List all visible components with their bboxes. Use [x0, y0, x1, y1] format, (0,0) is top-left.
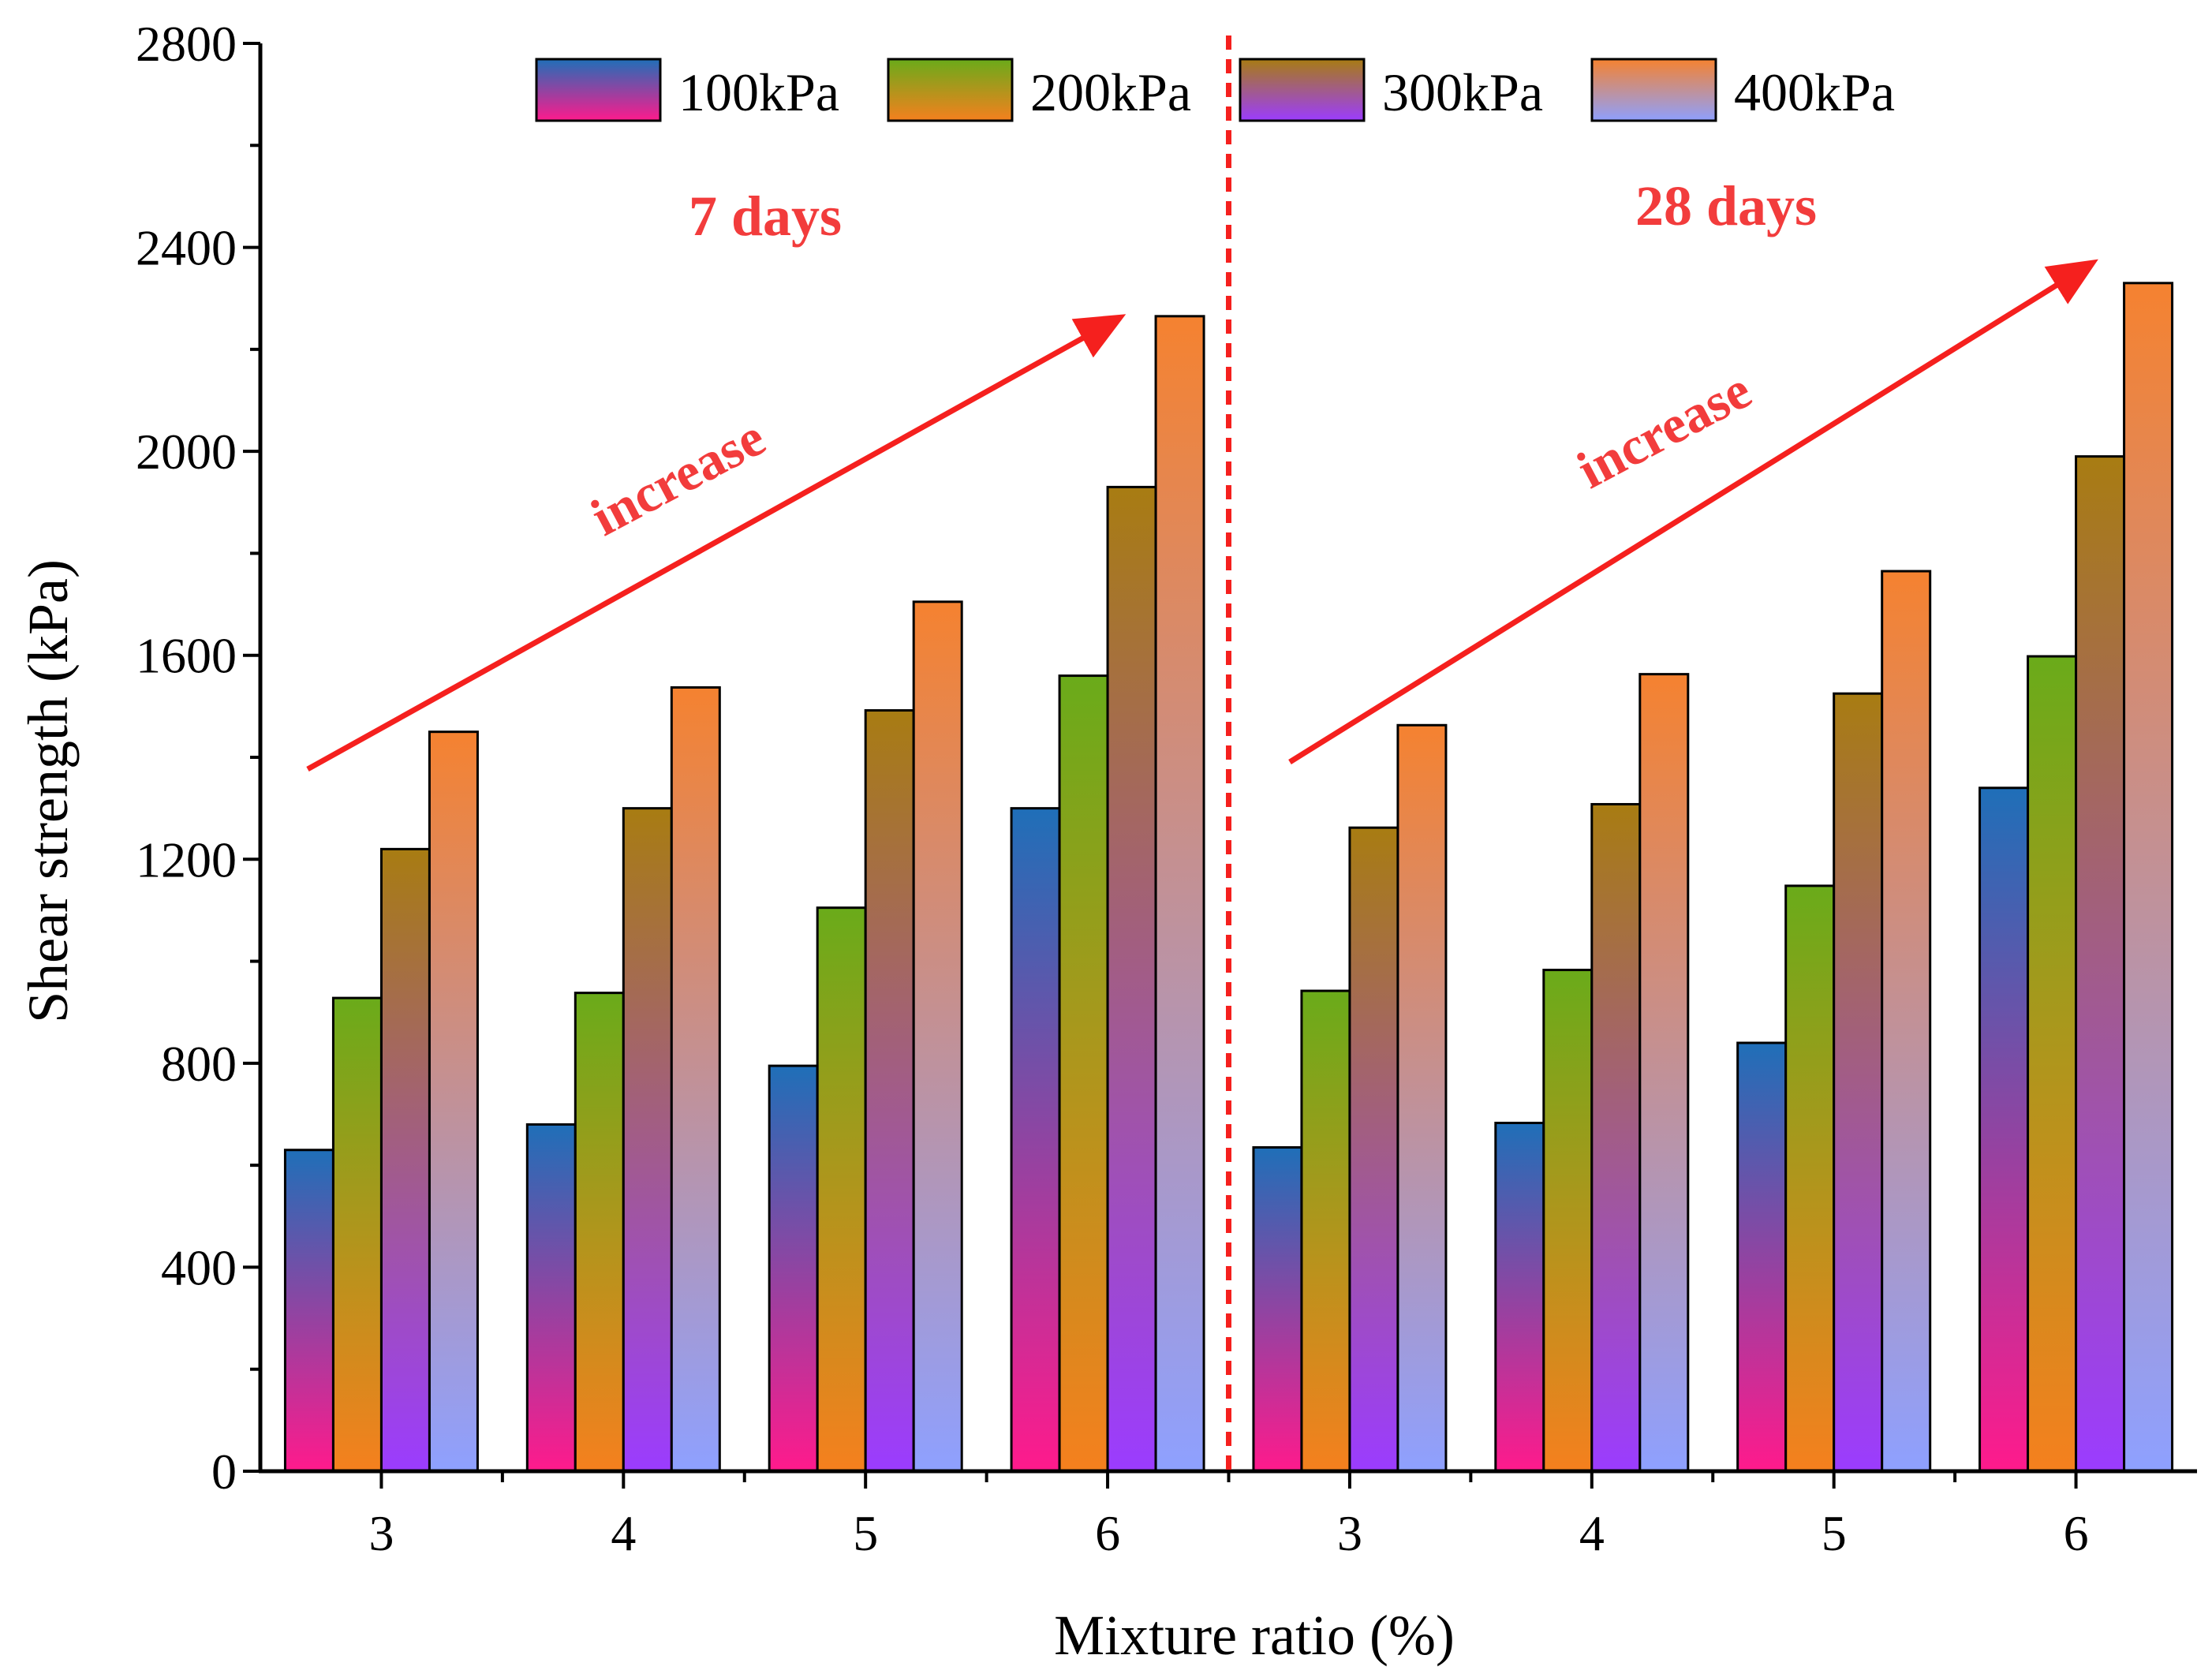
legend-label-200kpa: 200kPa [1030, 62, 1191, 122]
bar-200kpa-cat-2 [816, 906, 867, 1473]
y-tick-label: 1200 [136, 831, 237, 887]
y-tick-label: 0 [211, 1444, 237, 1500]
increase-arrow-7days [306, 314, 1127, 772]
legend-swatch-100kpa [535, 58, 662, 122]
legend-label-400kpa: 400kPa [1734, 62, 1895, 122]
plot-area: 3 4 5 6 3 4 5 6 0 400 800 1200 1600 2000 2400 2800 [136, 16, 2197, 1561]
x-tick-label: 5 [1822, 1505, 1847, 1561]
bar-400kpa-cat-2 [912, 600, 963, 1473]
bar-200kpa-cat-3 [1058, 674, 1109, 1473]
increase-arrow-28days [1288, 259, 2098, 764]
legend-label-300kpa: 300kPa [1382, 62, 1543, 122]
bar-300kpa-cat-1 [622, 807, 673, 1473]
legend-swatch-300kpa [1239, 58, 1366, 122]
x-tick-label: 3 [368, 1505, 394, 1561]
period-label-28days: 28 days [1635, 174, 1817, 237]
x-tick-label: 3 [1337, 1505, 1362, 1561]
bar-400kpa-cat-4 [1396, 723, 1448, 1473]
bar-300kpa-cat-4 [1348, 826, 1399, 1473]
bar-200kpa-cat-6 [1784, 884, 1836, 1473]
increase-label-28days: increase [1567, 360, 1761, 500]
bar-100kpa-cat-0 [283, 1149, 334, 1473]
legend: 100kPa 200kPa 300kPa 400kPa [535, 58, 1895, 122]
bar-200kpa-cat-4 [1300, 989, 1351, 1473]
legend-swatch-200kpa [887, 58, 1014, 122]
bar-100kpa-cat-3 [1010, 807, 1061, 1473]
bar-400kpa-cat-7 [2123, 282, 2174, 1473]
bar-100kpa-cat-2 [768, 1064, 819, 1473]
bar-200kpa-cat-1 [574, 992, 625, 1473]
bar-400kpa-cat-5 [1638, 673, 1690, 1473]
y-tick-label: 2400 [136, 220, 237, 276]
bar-300kpa-cat-0 [379, 847, 431, 1473]
y-tick-label: 2000 [136, 424, 237, 480]
bar-100kpa-cat-7 [1978, 786, 2030, 1473]
x-tick-label: 4 [611, 1505, 636, 1561]
x-tick-label: 4 [1579, 1505, 1605, 1561]
bar-300kpa-cat-7 [2075, 455, 2126, 1473]
bar-300kpa-cat-3 [1106, 485, 1157, 1473]
x-tick-label: 6 [1095, 1505, 1120, 1561]
x-tick-label: 6 [2064, 1505, 2089, 1561]
bar-100kpa-cat-4 [1252, 1146, 1303, 1473]
bar-400kpa-cat-3 [1154, 315, 1205, 1473]
bar-400kpa-cat-6 [1881, 570, 1932, 1473]
bar-200kpa-cat-7 [2027, 655, 2078, 1473]
y-tick-label: 400 [161, 1239, 237, 1295]
bar-100kpa-cat-1 [525, 1123, 577, 1473]
x-tick-label: 5 [853, 1505, 878, 1561]
y-tick-label: 800 [161, 1036, 237, 1092]
y-axis-title: Shear strength (kPa) [17, 559, 80, 1023]
y-tick-label: 2800 [136, 16, 237, 72]
bar-300kpa-cat-2 [864, 709, 915, 1473]
bar-300kpa-cat-5 [1590, 802, 1642, 1473]
y-tick-label: 1600 [136, 628, 237, 684]
legend-label-100kpa: 100kPa [678, 62, 839, 122]
bar-400kpa-cat-0 [428, 730, 479, 1473]
bar-300kpa-cat-6 [1833, 692, 1884, 1473]
bar-400kpa-cat-1 [670, 686, 721, 1473]
x-axis-title: Mixture ratio (%) [1054, 1604, 1455, 1667]
bar-100kpa-cat-6 [1736, 1041, 1788, 1473]
bar-200kpa-cat-0 [331, 996, 383, 1473]
legend-swatch-400kpa [1590, 58, 1717, 122]
bar-100kpa-cat-5 [1494, 1121, 1545, 1473]
period-label-7days: 7 days [689, 185, 842, 248]
bar-200kpa-cat-5 [1542, 969, 1594, 1473]
